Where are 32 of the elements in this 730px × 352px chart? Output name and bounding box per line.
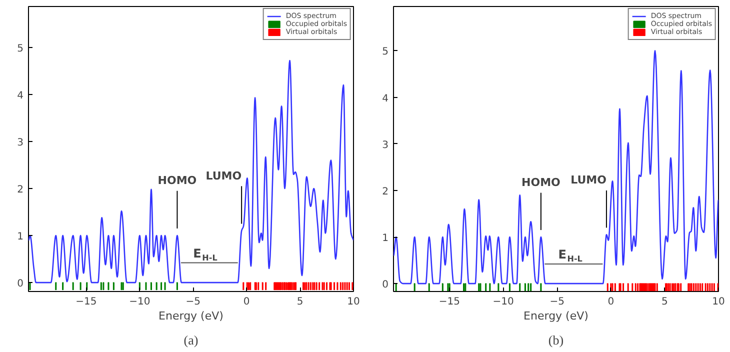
x-tick-label: −15: [76, 296, 97, 308]
x-axis-title: Energy (eV): [158, 310, 224, 322]
x-tick-label: −5: [550, 296, 564, 308]
x-tick-label: −10: [492, 296, 514, 308]
x-axis-title: Energy (eV): [524, 310, 588, 322]
y-tick-label: 4: [382, 93, 389, 104]
y-tick-label: 1: [382, 233, 389, 244]
annotation: HOMO: [158, 174, 197, 188]
x-tick-label: 10: [347, 296, 360, 308]
y-tick-label: 4: [17, 90, 24, 102]
annotation: LUMO: [206, 169, 242, 182]
x-tick-label: −5: [186, 296, 201, 308]
text: (a): [184, 332, 198, 348]
x-tick-label: 5: [662, 296, 668, 308]
y-tick-label: 1: [17, 232, 24, 243]
x-tick-label: 0: [608, 296, 614, 308]
y-tick-label: 2: [17, 184, 24, 196]
y-tick-label: 0: [382, 280, 389, 291]
y-tick-label: 5: [382, 46, 389, 58]
annotation: LUMO: [570, 174, 606, 187]
y-tick-label: 0: [17, 278, 24, 290]
annotation: HOMO: [522, 176, 560, 190]
x-tick-label: 10: [712, 296, 725, 308]
y-tick-label: 3: [17, 137, 24, 148]
x-tick-label: 5: [296, 296, 304, 308]
y-tick-label: 5: [17, 43, 24, 54]
x-tick-label: −15: [438, 296, 460, 308]
y-tick-label: 2: [382, 186, 389, 198]
y-tick-label: 3: [382, 140, 389, 151]
text: (b): [548, 332, 564, 348]
x-tick-label: 0: [243, 296, 250, 308]
x-tick-label: −10: [129, 296, 150, 308]
